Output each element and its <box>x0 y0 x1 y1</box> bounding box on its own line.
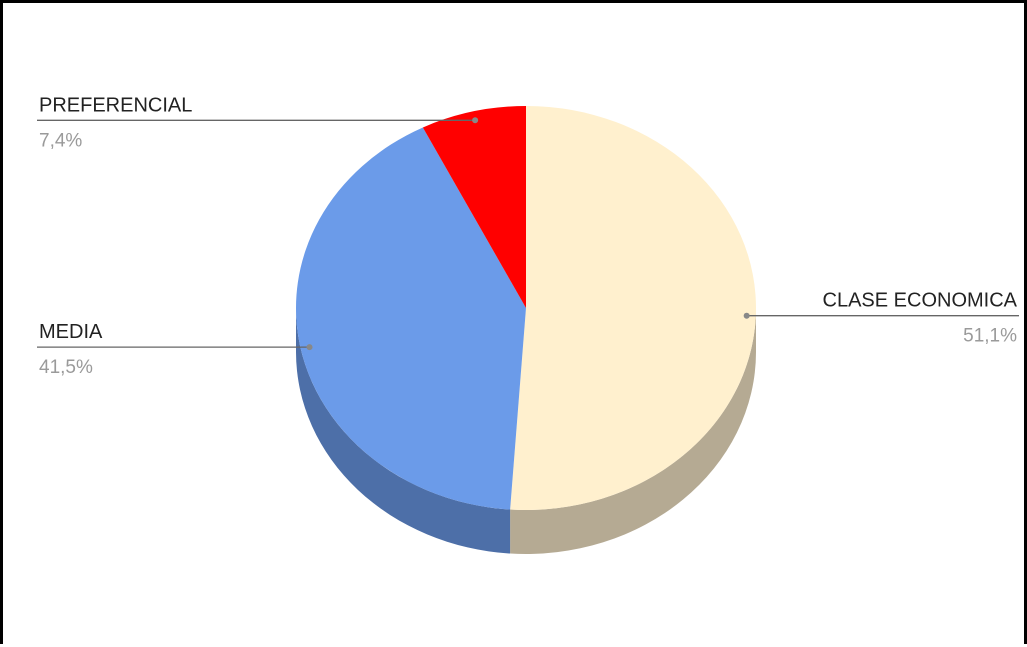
pie-chart: CLASE ECONOMICA 51,1% MEDIA 41,5% PREFERENCI… <box>37 94 1019 554</box>
pie-side-media <box>296 308 511 554</box>
pie-slice-media[interactable] <box>296 127 526 510</box>
pie-slices-group <box>296 106 757 510</box>
pie-slice-preferencial[interactable] <box>422 106 526 308</box>
leader-dot-clase-economica <box>743 312 750 319</box>
slice-label-media: MEDIA <box>39 321 103 343</box>
pie-slice-clase-economica[interactable] <box>510 106 757 510</box>
leader-dot-preferencial <box>472 117 479 124</box>
pie-labels-group: CLASE ECONOMICA 51,1% MEDIA 41,5% PREFERENCI… <box>37 94 1019 378</box>
slice-value-preferencial: 7,4% <box>39 130 82 151</box>
pie-depth-group <box>296 308 756 554</box>
slice-value-clase-economica: 51,1% <box>963 326 1017 347</box>
slice-value-media: 41,5% <box>39 357 93 378</box>
slice-label-clase-economica: CLASE ECONOMICA <box>823 290 1018 312</box>
slice-label-preferencial: PREFERENCIAL <box>39 94 192 116</box>
pie-side-clase-economica <box>510 308 756 554</box>
leader-dot-media <box>306 344 313 351</box>
